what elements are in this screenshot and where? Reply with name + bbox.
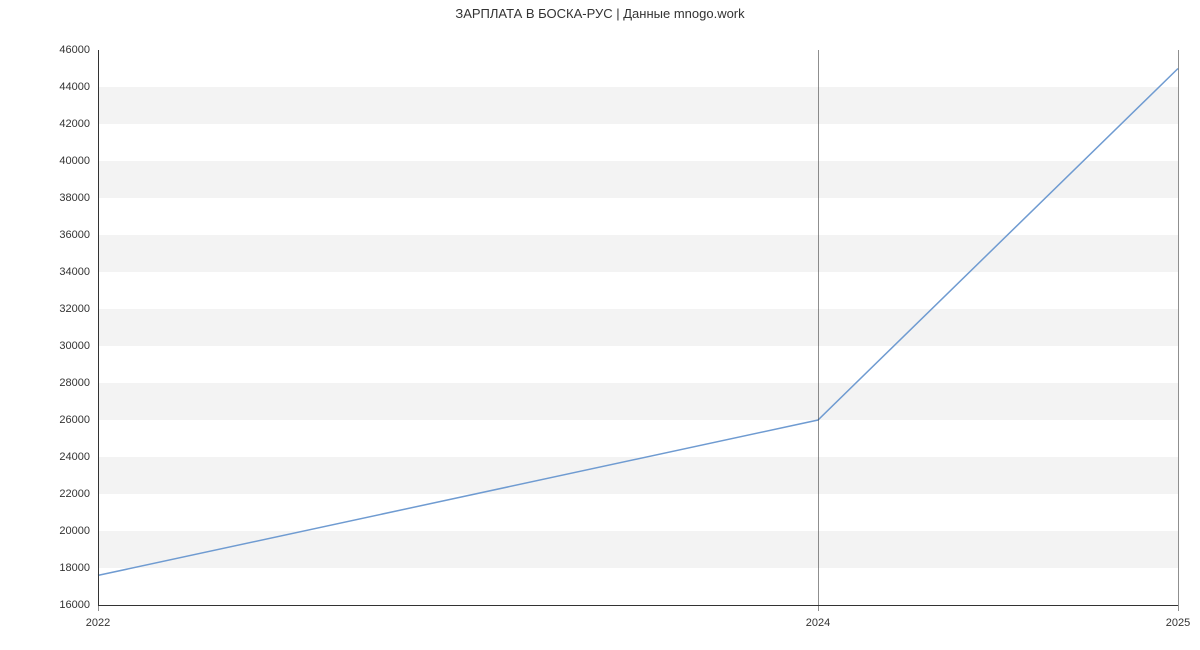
x-tick-label: 2024 xyxy=(806,605,830,629)
chart-container: ЗАРПЛАТА В БОСКА-РУС | Данные mnogo.work… xyxy=(0,0,1200,650)
line-layer xyxy=(98,50,1178,605)
y-tick-label: 38000 xyxy=(59,192,98,204)
y-tick-label: 44000 xyxy=(59,81,98,93)
y-tick-label: 24000 xyxy=(59,451,98,463)
plot-area: 1600018000200002200024000260002800030000… xyxy=(98,50,1178,605)
y-tick-label: 22000 xyxy=(59,488,98,500)
y-tick-label: 36000 xyxy=(59,229,98,241)
x-axis-line xyxy=(98,605,1178,606)
y-tick-label: 26000 xyxy=(59,414,98,426)
x-grid-line xyxy=(818,50,819,611)
x-grid-line xyxy=(1178,50,1179,611)
y-tick-label: 40000 xyxy=(59,155,98,167)
series-line-salary xyxy=(98,69,1178,576)
y-tick-label: 28000 xyxy=(59,377,98,389)
y-tick-label: 20000 xyxy=(59,525,98,537)
y-tick-label: 46000 xyxy=(59,44,98,56)
y-tick-label: 18000 xyxy=(59,562,98,574)
y-tick-label: 30000 xyxy=(59,340,98,352)
chart-title: ЗАРПЛАТА В БОСКА-РУС | Данные mnogo.work xyxy=(0,6,1200,21)
x-tick-label: 2022 xyxy=(86,605,110,629)
y-tick-label: 32000 xyxy=(59,303,98,315)
y-axis-line xyxy=(98,50,99,605)
x-tick-label: 2025 xyxy=(1166,605,1190,629)
y-tick-label: 42000 xyxy=(59,118,98,130)
y-tick-label: 34000 xyxy=(59,266,98,278)
